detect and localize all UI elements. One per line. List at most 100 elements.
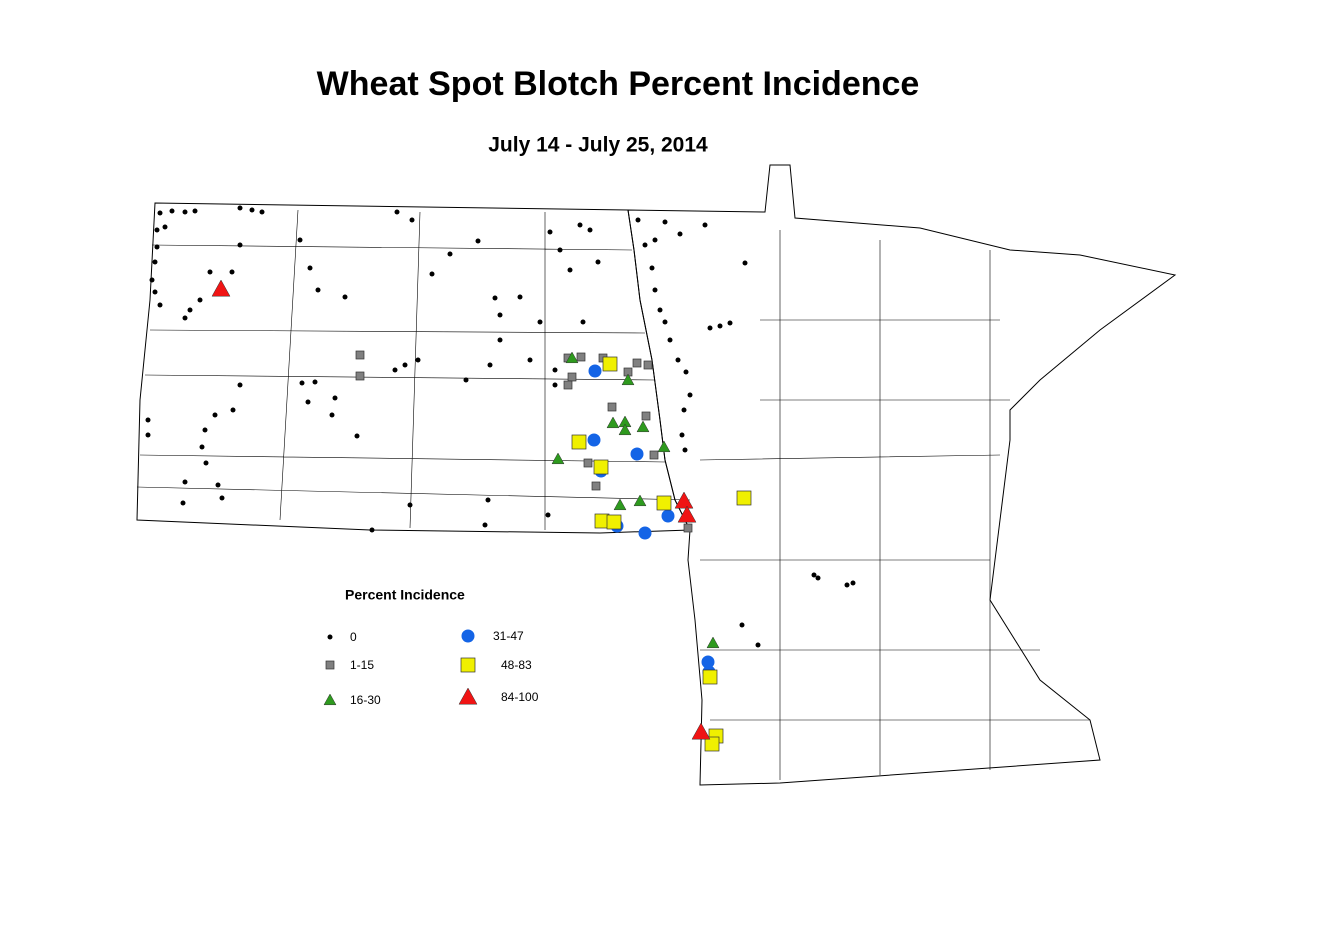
site-triangle [551,452,565,465]
site-dot [475,238,481,244]
site-dot [463,377,469,383]
site-dot [487,362,493,368]
site-dot [652,237,658,243]
legend-label: 48-83 [501,658,532,672]
site-dot [145,417,151,423]
site-dot [667,337,673,343]
site-dot [409,217,415,223]
site-dot [492,295,498,301]
site-triangle [618,423,632,436]
site-square [571,434,587,450]
site-dot [642,242,648,248]
site-dot [215,482,221,488]
site-dot [815,575,821,581]
site-square [649,450,659,460]
site-dot [552,367,558,373]
site-square [563,380,573,390]
site-square [583,458,593,468]
site-dot [552,382,558,388]
site-dot [394,209,400,215]
site-dot [202,427,208,433]
legend: Percent Incidence 0 1-15 16-30 31-47 48-83 84… [323,587,539,707]
site-dot [497,337,503,343]
site-dot [679,432,685,438]
site-dot [742,260,748,266]
site-dot [329,412,335,418]
site-dot [727,320,733,326]
site-dot [182,479,188,485]
legend-label: 16-30 [350,693,381,707]
site-circle [587,433,601,447]
site-dot [717,323,723,329]
site-square [606,514,622,530]
site-dot [707,325,713,331]
site-square [632,358,642,368]
site-dot [149,277,155,283]
site-dot [237,382,243,388]
legend-label: 31-47 [493,629,524,643]
site-dot [683,369,689,375]
site-square [602,356,618,372]
site-dot [212,412,218,418]
site-dot [497,312,503,318]
site-square [593,459,609,475]
site-square [683,523,693,533]
site-dot [182,315,188,321]
site-dot [199,444,205,450]
site-triangle [706,636,720,649]
site-triangle [323,693,337,706]
state-borders [136,164,1177,786]
site-square [643,360,653,370]
county-lines [136,209,1090,780]
site-square [641,411,651,421]
site-triangle [677,505,697,523]
site-dot [517,294,523,300]
site-dot [580,319,586,325]
site-dot [259,209,265,215]
site-square [704,736,720,752]
site-triangle [606,416,620,429]
legend-label: 1-15 [350,658,374,672]
site-circle [588,364,602,378]
site-dot [237,205,243,211]
site-triangle [565,351,579,364]
site-dot [230,407,236,413]
legend-title: Percent Incidence [345,587,465,603]
legend-label: 0 [350,630,357,644]
site-dot [157,210,163,216]
site-dot [157,302,163,308]
site-dot [307,265,313,271]
legend-label: 84-100 [501,690,539,704]
site-dot [154,244,160,250]
site-circle [461,629,475,643]
site-square [355,350,365,360]
site-dot [662,219,668,225]
site-dot [369,527,375,533]
site-square [607,402,617,412]
site-dot [407,502,413,508]
site-square [736,490,752,506]
site-triangle [613,498,627,511]
markers [145,205,856,752]
site-dot [249,207,255,213]
site-triangle [621,373,635,386]
site-dot [739,622,745,628]
site-dot [447,251,453,257]
site-square [567,372,577,382]
site-dot [402,362,408,368]
site-dot [180,500,186,506]
site-dot [415,357,421,363]
site-dot [537,319,543,325]
site-circle [630,447,644,461]
site-dot [229,269,235,275]
site-triangle [691,722,711,740]
site-dot [482,522,488,528]
site-triangle [674,491,694,509]
site-dot [485,497,491,503]
site-dot [657,307,663,313]
site-square [656,495,672,511]
site-dot [203,460,209,466]
site-triangle [211,279,231,297]
site-dot [312,379,318,385]
